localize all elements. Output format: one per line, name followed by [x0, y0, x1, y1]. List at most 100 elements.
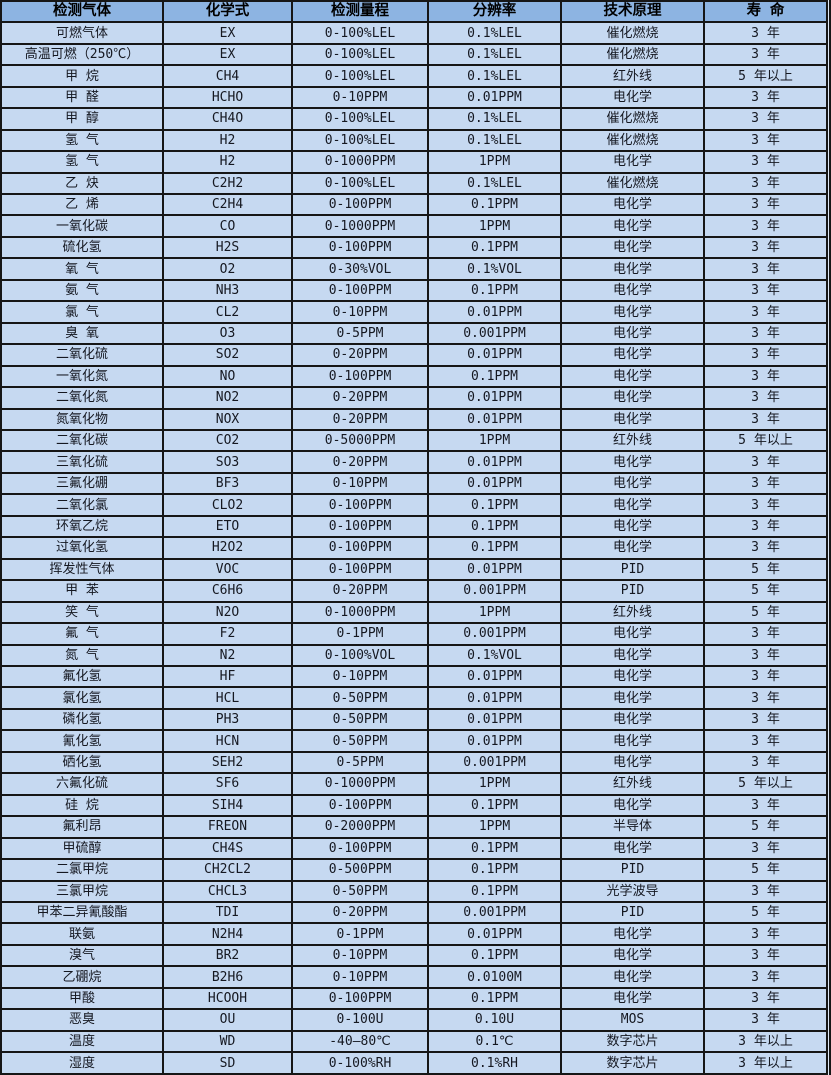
- table-row: 一氧化氮 NO 0-100PPM 0.1PPM 电化学 3 年: [0, 364, 828, 389]
- table-row: 磷化氢 PH3 0-50PPM 0.01PPM 电化学 3 年: [0, 707, 828, 732]
- cell-range: 0-10PPM: [291, 471, 429, 496]
- cell-range: 0-50PPM: [291, 879, 429, 903]
- cell-gas-name: 六氟化硫: [0, 772, 164, 796]
- cell-range: 0-50PPM: [291, 707, 429, 732]
- cell-range: 0-1000PPM: [291, 214, 429, 238]
- cell-range: 0-20PPM: [291, 900, 429, 925]
- cell-gas-name: 一氧化氮: [0, 364, 164, 389]
- cell-principle: 电化学: [560, 150, 705, 174]
- cell-principle: 电化学: [560, 343, 705, 367]
- cell-range: 0-20PPM: [291, 386, 429, 410]
- cell-lifespan: 3 年: [703, 150, 828, 174]
- cell-resolution: 1PPM: [427, 214, 562, 238]
- cell-formula: CL2: [162, 300, 293, 324]
- cell-lifespan: 3 年: [703, 386, 828, 410]
- cell-lifespan: 3 年: [703, 300, 828, 324]
- cell-range: 0-100PPM: [291, 514, 429, 539]
- cell-gas-name: 过氧化氢: [0, 536, 164, 560]
- cell-gas-name: 氮氧化物: [0, 407, 164, 432]
- cell-principle: 电化学: [560, 793, 705, 818]
- cell-principle: 电化学: [560, 943, 705, 968]
- table-row: 氨 气 NH3 0-100PPM 0.1PPM 电化学 3 年: [0, 278, 828, 303]
- cell-formula: SF6: [162, 772, 293, 796]
- cell-range: 0-500PPM: [291, 858, 429, 882]
- cell-range: 0-100PPM: [291, 986, 429, 1011]
- table-row: 高温可燃（250℃） EX 0-100%LEL 0.1%LEL 催化燃烧 3 年: [0, 42, 828, 67]
- cell-formula: C2H2: [162, 171, 293, 196]
- cell-principle: 红外线: [560, 772, 705, 796]
- cell-formula: VOC: [162, 557, 293, 582]
- cell-lifespan: 5 年以上: [703, 428, 828, 453]
- cell-formula: B2H6: [162, 965, 293, 989]
- cell-formula: N2H4: [162, 922, 293, 946]
- cell-principle: 电化学: [560, 965, 705, 989]
- table-row: 氰化氢 HCN 0-50PPM 0.01PPM 电化学 3 年: [0, 729, 828, 753]
- cell-formula: O2: [162, 257, 293, 281]
- table-row: 乙硼烷 B2H6 0-10PPM 0.0100M 电化学 3 年: [0, 965, 828, 989]
- table-row: 三氟化硼 BF3 0-10PPM 0.01PPM 电化学 3 年: [0, 471, 828, 496]
- column-header-resolution: 分辨率: [427, 0, 562, 24]
- cell-resolution: 0.01PPM: [427, 664, 562, 689]
- cell-formula: CO2: [162, 428, 293, 453]
- cell-principle: MOS: [560, 1008, 705, 1032]
- cell-range: 0-100%LEL: [291, 128, 429, 153]
- cell-range: 0-30%VOL: [291, 257, 429, 281]
- cell-gas-name: 氟利昂: [0, 815, 164, 839]
- cell-range: 0-100PPM: [291, 793, 429, 818]
- table-row: 臭 氧 O3 0-5PPM 0.001PPM 电化学 3 年: [0, 321, 828, 346]
- cell-resolution: 0.01PPM: [427, 707, 562, 732]
- cell-gas-name: 氮 气: [0, 643, 164, 668]
- cell-principle: 电化学: [560, 471, 705, 496]
- cell-gas-name: 甲 醇: [0, 107, 164, 131]
- cell-lifespan: 3 年: [703, 107, 828, 131]
- cell-lifespan: 3 年: [703, 450, 828, 474]
- cell-resolution: 0.1PPM: [427, 278, 562, 303]
- cell-resolution: 0.1%VOL: [427, 643, 562, 668]
- cell-principle: PID: [560, 858, 705, 882]
- cell-gas-name: 高温可燃（250℃）: [0, 42, 164, 67]
- table-row: 硒化氢 SEH2 0-5PPM 0.001PPM 电化学 3 年: [0, 750, 828, 775]
- cell-principle: 电化学: [560, 450, 705, 474]
- cell-range: 0-100%LEL: [291, 171, 429, 196]
- table-row: 乙 炔 C2H2 0-100%LEL 0.1%LEL 催化燃烧 3 年: [0, 171, 828, 196]
- cell-resolution: 0.01PPM: [427, 386, 562, 410]
- cell-range: 0-10PPM: [291, 965, 429, 989]
- table-row: 氟 气 F2 0-1PPM 0.001PPM 电化学 3 年: [0, 622, 828, 646]
- cell-range: 0-5PPM: [291, 321, 429, 346]
- cell-lifespan: 3 年以上: [703, 1051, 828, 1075]
- cell-principle: 电化学: [560, 536, 705, 560]
- cell-gas-name: 硫化氢: [0, 235, 164, 260]
- table-row: 二氧化氯 CLO2 0-100PPM 0.1PPM 电化学 3 年: [0, 493, 828, 517]
- cell-principle: 电化学: [560, 321, 705, 346]
- cell-lifespan: 3 年: [703, 192, 828, 217]
- table-row: 六氟化硫 SF6 0-1000PPM 1PPM 红外线 5 年以上: [0, 772, 828, 796]
- table-row: 氢 气 H2 0-1000PPM 1PPM 电化学 3 年: [0, 150, 828, 174]
- cell-resolution: 0.001PPM: [427, 321, 562, 346]
- cell-formula: H2S: [162, 235, 293, 260]
- cell-range: 0-10PPM: [291, 300, 429, 324]
- cell-formula: H2O2: [162, 536, 293, 560]
- cell-lifespan: 3 年: [703, 364, 828, 389]
- cell-formula: BF3: [162, 471, 293, 496]
- cell-gas-name: 甲酸: [0, 986, 164, 1011]
- cell-range: 0-100PPM: [291, 836, 429, 861]
- cell-lifespan: 3 年: [703, 21, 828, 45]
- table-row: 氯 气 CL2 0-10PPM 0.01PPM 电化学 3 年: [0, 300, 828, 324]
- cell-lifespan: 5 年: [703, 600, 828, 625]
- cell-formula: TDI: [162, 900, 293, 925]
- cell-lifespan: 3 年: [703, 321, 828, 346]
- cell-range: 0-100%VOL: [291, 643, 429, 668]
- cell-range: 0-100PPM: [291, 235, 429, 260]
- cell-range: 0-100PPM: [291, 536, 429, 560]
- cell-principle: PID: [560, 579, 705, 603]
- cell-lifespan: 5 年以上: [703, 64, 828, 88]
- cell-range: 0-100PPM: [291, 192, 429, 217]
- cell-principle: 电化学: [560, 750, 705, 775]
- cell-resolution: 0.1℃: [427, 1029, 562, 1054]
- cell-resolution: 0.01PPM: [427, 407, 562, 432]
- table-row: 三氯甲烷 CHCL3 0-50PPM 0.1PPM 光学波导 3 年: [0, 879, 828, 903]
- cell-lifespan: 3 年: [703, 922, 828, 946]
- table-row: 溴气 BR2 0-10PPM 0.1PPM 电化学 3 年: [0, 943, 828, 968]
- cell-resolution: 1PPM: [427, 150, 562, 174]
- cell-resolution: 0.1%LEL: [427, 107, 562, 131]
